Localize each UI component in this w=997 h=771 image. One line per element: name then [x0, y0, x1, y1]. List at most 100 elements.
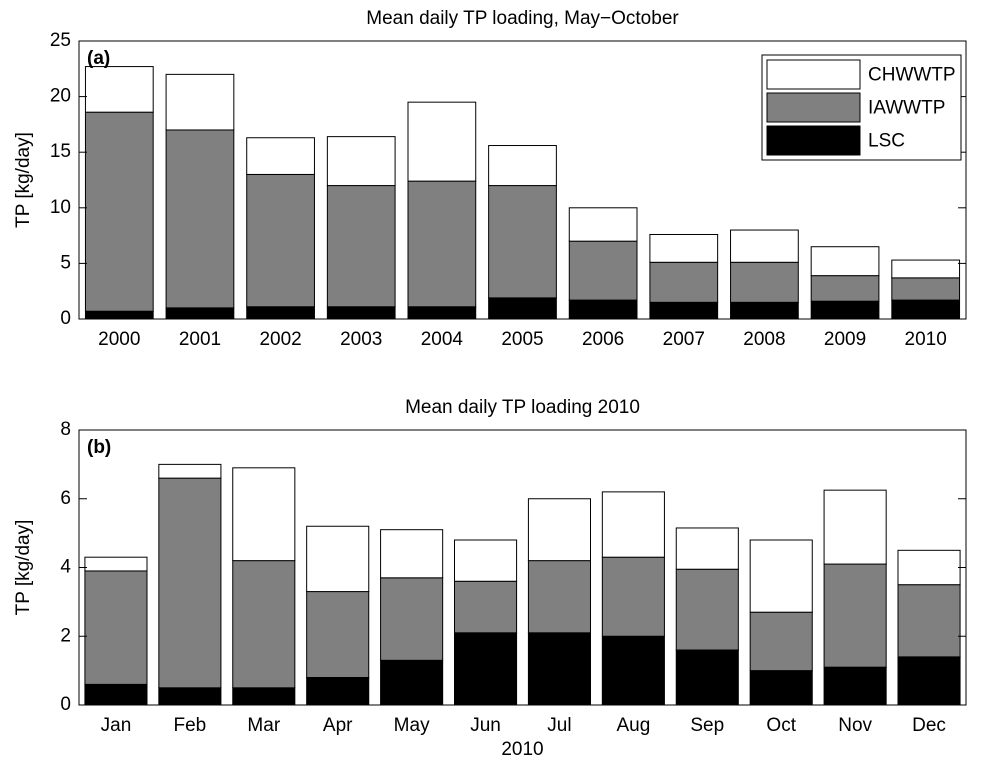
legend-label: LSC [868, 131, 905, 152]
y-tick-label: 15 [50, 141, 71, 162]
axes-frame [78, 40, 967, 320]
x-axis-label: 2010 [501, 739, 543, 760]
bar-segment [891, 259, 961, 279]
bar-segment [568, 299, 638, 320]
bar-segment [527, 498, 592, 562]
bar-segment [326, 136, 396, 187]
bar-segment [488, 145, 557, 187]
bar-segment [407, 306, 477, 320]
y-tick-label: 6 [60, 488, 71, 509]
x-tick-label: 2006 [582, 329, 624, 350]
x-tick-label: Mar [247, 715, 280, 736]
legend-swatch [766, 125, 861, 156]
bar-segment [823, 666, 887, 706]
x-tick-label: 2005 [501, 329, 543, 350]
x-tick-label: 2003 [340, 329, 382, 350]
bar-segment [380, 659, 444, 706]
plot-area [79, 430, 966, 705]
x-tick-label: Jul [547, 715, 571, 736]
x-tick-label: 2000 [98, 329, 140, 350]
bar-segment [84, 111, 154, 312]
bar-segment [527, 632, 592, 706]
legend-swatch [766, 59, 861, 90]
bar-segment [897, 584, 961, 658]
bar-segment [306, 591, 370, 678]
bar-segment [158, 463, 222, 479]
y-tick-label: 4 [60, 557, 71, 578]
bar-segment [306, 525, 370, 593]
chart-title: Mean daily TP loading, May−October [366, 8, 679, 29]
y-tick-label: 5 [60, 252, 71, 273]
x-tick-label: 2002 [259, 329, 301, 350]
x-tick-label: 2004 [421, 329, 464, 350]
bar-segment [675, 649, 739, 706]
bar-segment [823, 563, 887, 668]
bar-segment [897, 549, 961, 586]
y-axis-label: TP [kg/day] [13, 520, 34, 616]
bar-segment [649, 301, 719, 320]
bar-segment [897, 656, 961, 706]
bar-segment [568, 207, 638, 242]
bar-segment [601, 635, 665, 706]
bar-segment [527, 560, 592, 634]
x-tick-label: Jun [470, 715, 501, 736]
bar-segment [306, 677, 370, 706]
x-tick-label: May [394, 715, 430, 736]
bar-segment [326, 306, 396, 320]
x-tick-label: Jan [101, 715, 132, 736]
y-tick-label: 20 [50, 86, 71, 107]
bar-segment [891, 277, 961, 301]
bar-segment [246, 137, 315, 175]
bar-segment [158, 687, 222, 706]
bar-segment [380, 577, 444, 661]
bar-segment [326, 185, 396, 308]
bar-segment [84, 310, 154, 320]
bar-segment [158, 477, 222, 689]
y-tick-label: 2 [60, 625, 71, 646]
bar-segment [730, 301, 799, 320]
y-tick-label: 25 [50, 30, 71, 51]
bar-segment [453, 539, 518, 582]
y-tick-label: 10 [50, 197, 71, 218]
bar-segment [891, 299, 961, 320]
legend-label: IAWWTP [868, 98, 945, 119]
bar-segment [453, 632, 518, 706]
bar-segment [165, 307, 235, 320]
bar-segment [601, 491, 665, 558]
x-tick-label: Dec [912, 715, 946, 736]
bar-segment [488, 185, 557, 299]
legend-swatch [766, 92, 861, 123]
bar-segment [823, 489, 887, 565]
x-tick-label: 2001 [179, 329, 221, 350]
x-tick-label: Aug [616, 715, 650, 736]
panel-label: (b) [87, 437, 111, 458]
bar-segment [232, 560, 296, 689]
chart-title: Mean daily TP loading 2010 [405, 397, 640, 418]
bar-segment [601, 556, 665, 637]
bar-segment [84, 570, 148, 685]
bar-segment [407, 101, 477, 182]
x-tick-label: 2008 [743, 329, 785, 350]
panel-label: (a) [87, 48, 110, 69]
bar-segment [380, 529, 444, 579]
bar-segment [453, 580, 518, 634]
bar-segment [488, 297, 557, 320]
y-tick-label: 0 [60, 308, 71, 329]
bar-segment [675, 527, 739, 570]
bar-segment [568, 240, 638, 301]
x-tick-label: Oct [766, 715, 796, 736]
bar-segment [246, 173, 315, 308]
x-tick-label: 2009 [824, 329, 866, 350]
bar-segment [810, 275, 880, 302]
bar-segment [407, 180, 477, 308]
x-tick-label: Sep [690, 715, 724, 736]
x-tick-label: 2010 [905, 329, 947, 350]
legend-label: CHWWTP [868, 65, 956, 86]
y-tick-label: 0 [60, 694, 71, 715]
bar-segment [165, 129, 235, 309]
bar-segment [749, 670, 813, 706]
y-tick-label: 8 [60, 419, 71, 440]
bar-segment [810, 246, 880, 277]
y-axis-label: TP [kg/day] [13, 132, 34, 228]
